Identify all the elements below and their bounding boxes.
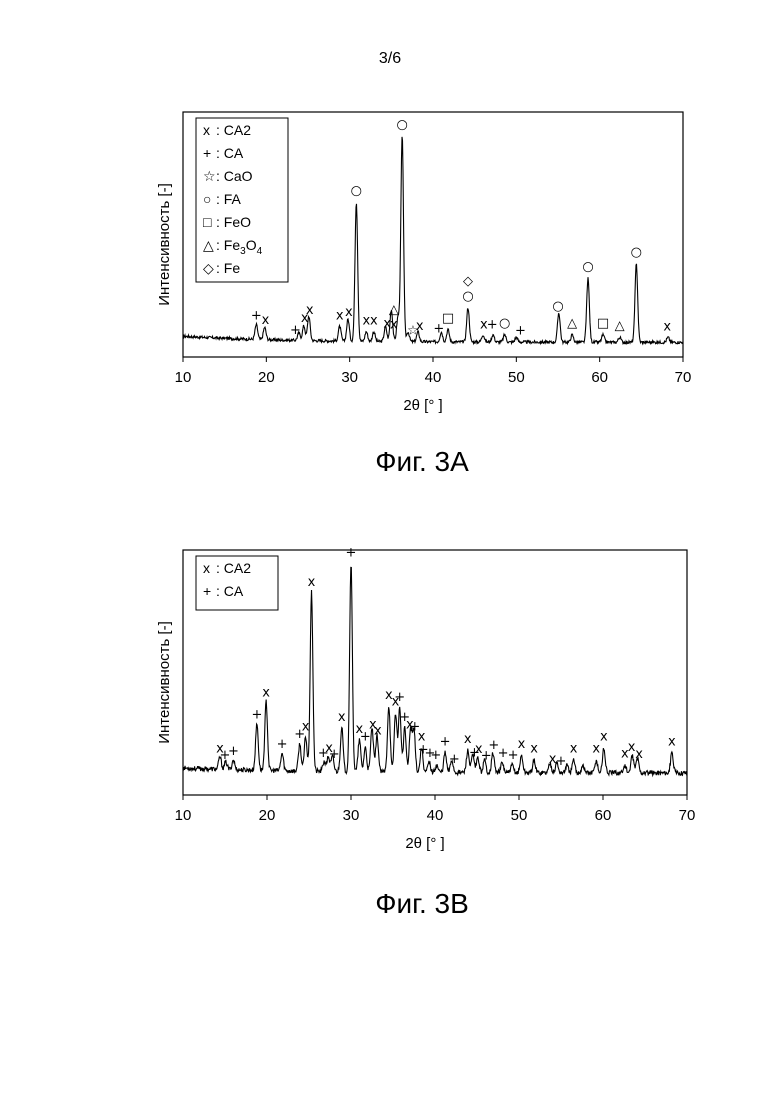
legend-label: : CA	[216, 583, 244, 599]
figure-caption-b: Фиг. 3B	[32, 888, 780, 920]
figure-caption-a: Фиг. 3A	[32, 446, 780, 478]
peak-marker: ◇	[463, 274, 473, 289]
peak-marker: x	[374, 724, 382, 739]
x-axis-label: 2θ [° ]	[405, 835, 444, 852]
y-axis-label: Интенсивность [-]	[156, 621, 173, 744]
peak-marker: +	[251, 707, 262, 722]
x-tick-label: 10	[175, 807, 192, 824]
peak-marker: □	[442, 311, 454, 326]
x-tick-label: 10	[175, 369, 192, 386]
legend-label: : CaO	[216, 168, 253, 184]
peak-marker: +	[487, 317, 498, 332]
x-tick-label: 20	[259, 807, 276, 824]
x-tick-label: 50	[508, 369, 525, 386]
peak-marker: +	[449, 752, 460, 767]
peak-marker: +	[228, 744, 239, 759]
legend-symbol: △	[203, 237, 214, 253]
peak-marker: x	[262, 313, 270, 328]
legend-symbol: x	[203, 560, 210, 576]
peak-marker: ○	[396, 117, 407, 132]
legend-symbol: x	[203, 122, 210, 138]
peak-marker: □	[597, 316, 609, 331]
legend-symbol: □	[203, 214, 212, 230]
peak-marker: x	[345, 305, 353, 320]
peak-marker: ○	[631, 245, 642, 260]
legend-label: : FeO	[216, 214, 251, 230]
legend-label: : Fe	[216, 260, 240, 276]
legend-symbol: +	[203, 145, 211, 161]
peak-marker: ○	[582, 260, 593, 275]
peak-marker: x	[530, 742, 538, 757]
peak-marker: x	[600, 729, 608, 744]
legend-subscript: 4	[257, 246, 263, 257]
peak-marker: x	[306, 303, 314, 318]
x-tick-label: 60	[595, 807, 612, 824]
peak-marker: x	[308, 575, 316, 590]
peak-marker: +	[290, 323, 301, 338]
peak-marker: +	[556, 754, 567, 769]
x-tick-label: 60	[591, 369, 608, 386]
peak-marker: x	[668, 734, 676, 749]
peak-marker: +	[515, 323, 526, 338]
peak-marker: △	[389, 303, 399, 318]
y-axis-label: Интенсивность [-]	[156, 183, 173, 306]
peak-marker: ○	[462, 289, 473, 304]
peak-marker: x	[338, 710, 346, 725]
peak-marker: +	[346, 546, 357, 561]
peak-marker: x	[663, 319, 671, 334]
peak-marker: x	[390, 318, 398, 333]
peak-marker: ○	[351, 184, 362, 199]
peak-marker: +	[329, 747, 340, 762]
peak-marker: x	[336, 309, 344, 324]
legend-symbol: +	[203, 583, 211, 599]
xrd-chart-b: 102030405060702θ [° ]Интенсивность [-]x+…	[0, 470, 780, 900]
x-tick-label: 40	[425, 369, 442, 386]
legend-label: : CA2	[216, 122, 251, 138]
peak-marker: x	[570, 742, 578, 757]
peak-marker: x	[262, 685, 270, 700]
legend-symbol: ◇	[203, 260, 214, 276]
x-tick-label: 30	[341, 369, 358, 386]
x-tick-label: 20	[258, 369, 275, 386]
peak-marker: +	[430, 748, 441, 763]
peak-marker: x	[416, 319, 424, 334]
x-tick-label: 70	[675, 369, 692, 386]
peak-marker: x	[370, 314, 378, 329]
peak-marker: ○	[552, 299, 563, 314]
peak-marker: x	[635, 747, 643, 762]
legend-label-part: O	[246, 237, 257, 253]
peak-marker: ○	[499, 316, 510, 331]
xrd-chart-a: 102030405060702θ [° ]Интенсивность [-]+x…	[0, 0, 780, 430]
x-tick-label: 40	[427, 807, 444, 824]
peak-marker: +	[394, 690, 405, 705]
peak-marker: +	[251, 309, 262, 324]
peak-marker: △	[615, 318, 625, 333]
x-axis-label: 2θ [° ]	[403, 397, 442, 414]
peak-marker: x	[518, 737, 526, 752]
peak-marker: x	[302, 720, 310, 735]
x-tick-label: 70	[679, 807, 696, 824]
peak-marker: △	[567, 316, 577, 331]
legend-label: : CA	[216, 145, 244, 161]
legend-symbol: ☆	[203, 168, 216, 184]
peak-marker: +	[277, 737, 288, 752]
legend-label: : CA2	[216, 560, 251, 576]
peak-marker: +	[440, 734, 451, 749]
x-tick-label: 50	[511, 807, 528, 824]
legend-label: : FA	[216, 191, 242, 207]
legend-symbol: ○	[203, 191, 211, 207]
x-tick-label: 30	[343, 807, 360, 824]
